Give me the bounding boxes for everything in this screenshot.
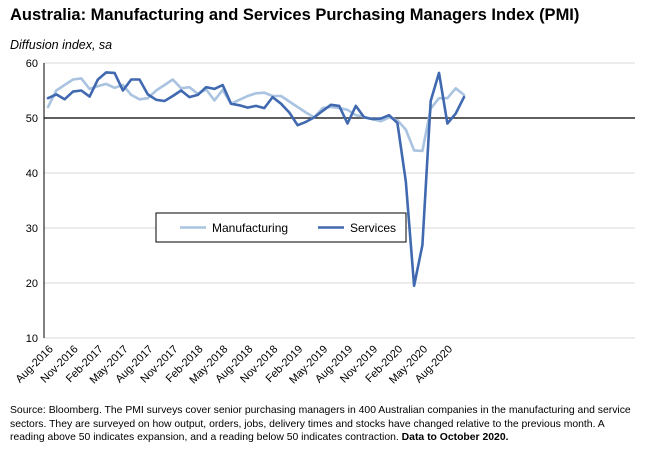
chart-title: Australia: Manufacturing and Services Pu… <box>10 6 580 24</box>
y-tick-label: 50 <box>26 113 38 125</box>
legend-label-services: Services <box>350 221 396 235</box>
y-tick-label: 60 <box>26 58 38 70</box>
legend-label-manufacturing: Manufacturing <box>212 221 288 235</box>
series-line-manufacturing <box>46 77 466 153</box>
series-lines <box>46 71 466 288</box>
y-tick-label: 10 <box>26 333 38 345</box>
gridlines <box>43 62 635 339</box>
chart-subtitle: Diffusion index, sa <box>10 38 113 52</box>
series-line-services <box>46 71 466 288</box>
source-note: Source: Bloomberg. The PMI surveys cover… <box>10 404 640 445</box>
legend: Manufacturing Services <box>155 212 407 243</box>
y-tick-label: 20 <box>26 278 38 290</box>
x-axis-labels: Aug-2016Nov-2016Feb-2017May-2017Aug-2017… <box>14 343 456 386</box>
y-tick-label: 40 <box>26 168 38 180</box>
pmi-line-chart: 10 20 30 40 50 60 Aug-2016Nov-2016Feb-2017May… <box>14 58 635 386</box>
y-axis-labels: 10 20 30 40 50 60 <box>26 58 38 345</box>
y-tick-label: 30 <box>26 223 38 235</box>
source-text: Source: Bloomberg. The PMI surveys cover… <box>10 405 631 444</box>
source-date-note: Data to October 2020. <box>401 432 509 444</box>
